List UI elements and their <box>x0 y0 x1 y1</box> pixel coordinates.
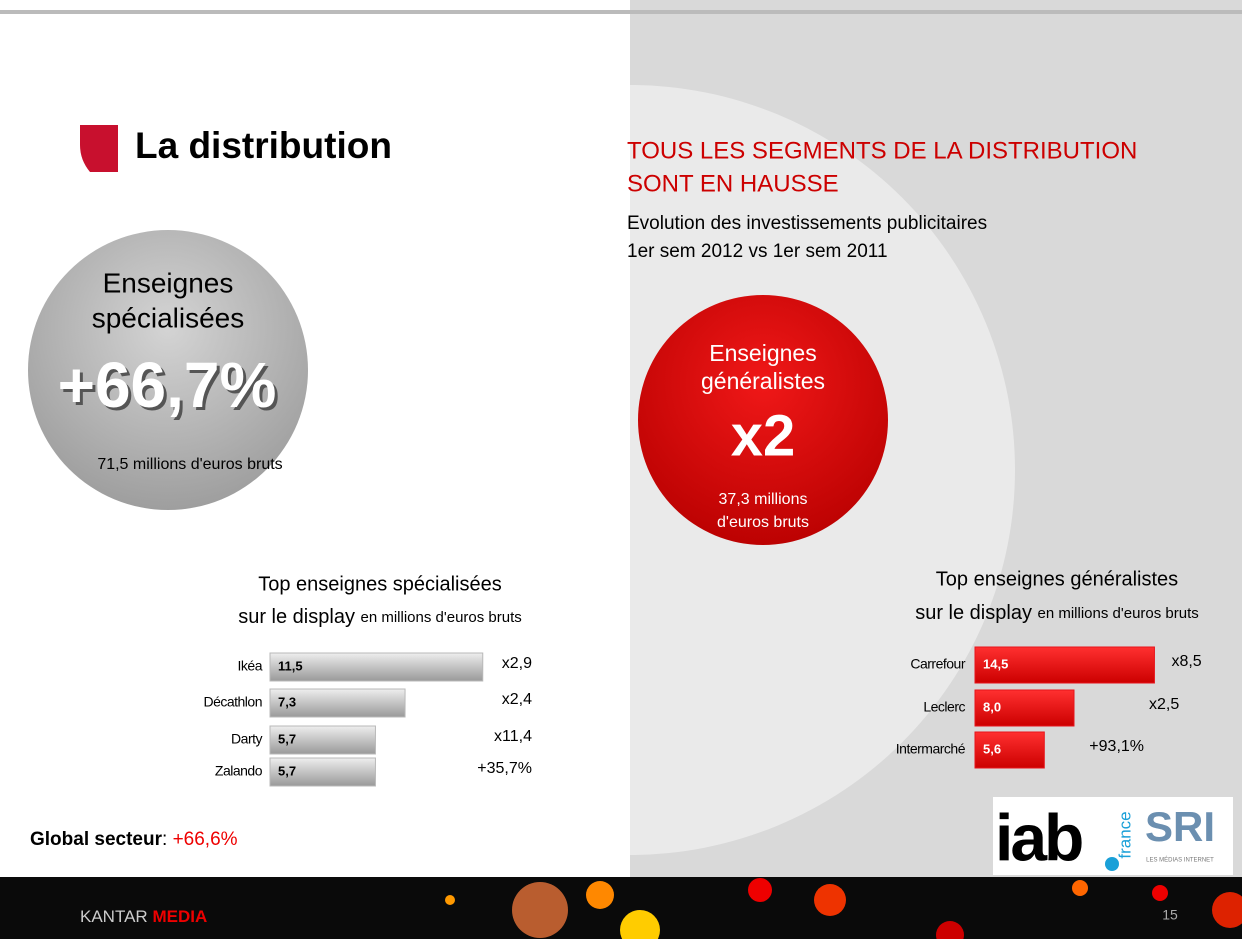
chart-title: Top enseignes spécialisées <box>258 573 502 595</box>
chart-title: Top enseignes généralistes <box>936 568 1178 590</box>
global: Global secteur: +66,6% <box>30 829 238 850</box>
bubble-text: spécialisées <box>92 302 245 333</box>
annotation: +35,7% <box>477 760 532 777</box>
bubble <box>28 230 308 510</box>
category-label: Décathlon <box>203 694 262 710</box>
bubble-text: généralistes <box>701 368 825 394</box>
top-rule <box>0 10 1242 14</box>
value-label: 5,7 <box>278 763 296 778</box>
subtitle: 1er sem 2012 vs 1er sem 2011 <box>627 241 888 262</box>
bar <box>269 688 406 718</box>
chart-subtitle: sur le display en millions d'euros bruts <box>915 602 1199 624</box>
bubble <box>638 295 888 545</box>
value-label: 11,5 <box>278 658 303 673</box>
title-icon <box>80 125 118 172</box>
logo-sri-tag: LES MÉDIAS INTERNET <box>1146 857 1214 864</box>
annotation: x2,5 <box>1149 696 1179 713</box>
chart-unit: en millions d'euros bruts <box>1038 605 1199 622</box>
bar <box>269 757 376 787</box>
logo-sri: SRI <box>1145 803 1215 850</box>
category-label: Ikéa <box>238 658 263 674</box>
bubble-text: Enseignes <box>103 267 234 298</box>
global-value: +66,6% <box>173 829 238 850</box>
title: La distribution <box>135 125 392 166</box>
value-label: 5,6 <box>983 741 1001 756</box>
bubble-note: 71,5 millions d'euros bruts <box>97 456 282 473</box>
subtitle: Evolution des investissements publicitai… <box>627 213 987 234</box>
bubble-note: 37,3 millions <box>719 491 808 508</box>
global-label: Global secteur <box>30 829 163 850</box>
footer-deco <box>445 878 1242 939</box>
value-label: 14,5 <box>983 656 1008 671</box>
brand: KANTAR <box>80 907 148 926</box>
bubble-figure: x2 <box>731 403 796 468</box>
chart-title: sur le display <box>238 606 355 628</box>
bar <box>269 725 376 755</box>
category-label: Leclerc <box>923 699 965 715</box>
category-label: Carrefour <box>910 656 965 672</box>
value-label: 7,3 <box>278 694 296 709</box>
footer-brand: KANTAR MEDIA <box>80 907 207 926</box>
bubble-figure: +66,7% <box>58 349 277 421</box>
headline: TOUS LES SEGMENTS DE LA DISTRIBUTION <box>627 137 1137 164</box>
annotation: x2,9 <box>502 655 532 672</box>
headline: SONT EN HAUSSE <box>627 170 839 197</box>
bar <box>974 646 1155 684</box>
logo-dot <box>1105 857 1119 871</box>
bar <box>974 731 1045 769</box>
chart-title: sur le display <box>915 602 1032 624</box>
value-label: 5,7 <box>278 731 296 746</box>
annotation: x2,4 <box>502 691 532 708</box>
chart-subtitle: sur le display en millions d'euros bruts <box>238 606 522 628</box>
category-label: Intermarché <box>896 741 966 757</box>
annotation: x8,5 <box>1171 653 1201 670</box>
chart-unit: en millions d'euros bruts <box>361 609 522 626</box>
category-label: Darty <box>231 731 262 747</box>
bar <box>974 689 1075 727</box>
logo-iab: iab <box>995 800 1082 874</box>
logo-france: france <box>1115 811 1134 858</box>
bar <box>269 652 484 682</box>
brand2: MEDIA <box>152 907 207 926</box>
category-label: Zalando <box>215 763 263 779</box>
bubble-text: Enseignes <box>709 340 816 366</box>
annotation: +93,1% <box>1089 738 1144 755</box>
global-sep: : <box>162 829 167 850</box>
annotation: x11,4 <box>494 728 532 745</box>
bubble-shadow: +66,7% <box>61 352 280 424</box>
bubble-note: d'euros bruts <box>717 514 809 531</box>
page-number: 15 <box>1162 907 1178 923</box>
value-label: 8,0 <box>983 699 1001 714</box>
